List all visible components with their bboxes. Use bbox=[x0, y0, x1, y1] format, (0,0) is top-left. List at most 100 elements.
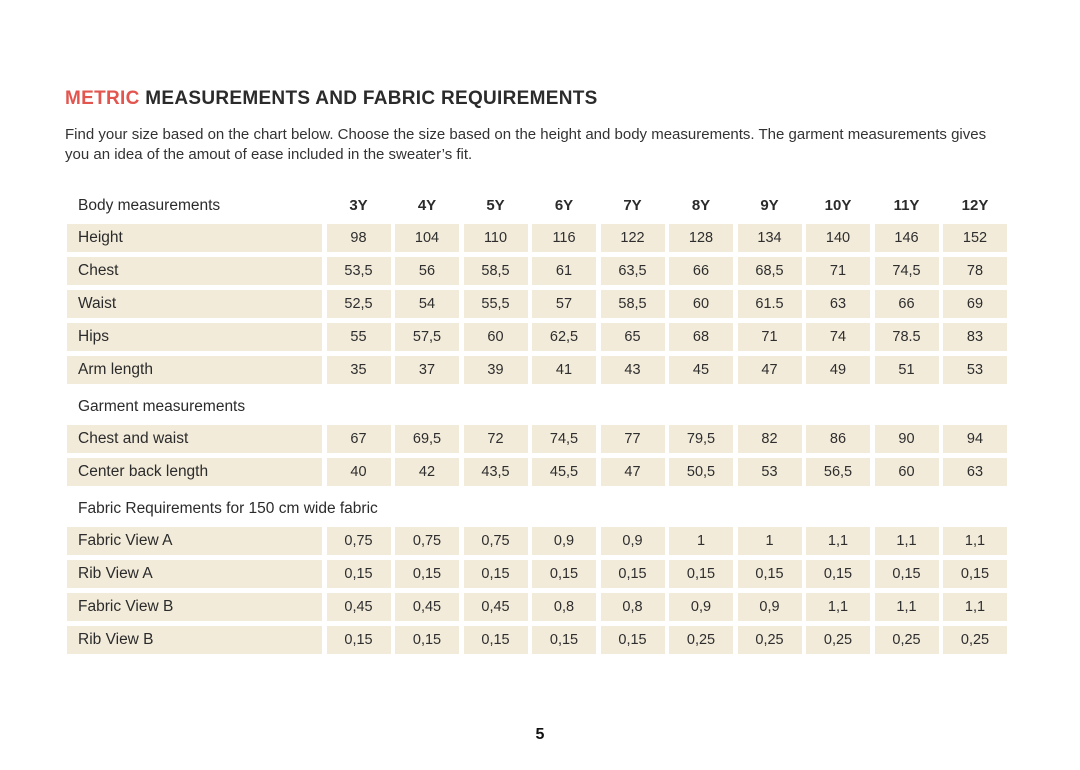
table-cell: 1,1 bbox=[874, 526, 939, 555]
table-cell: 53 bbox=[737, 457, 802, 486]
table-cell: 49 bbox=[806, 355, 870, 384]
table-cell: 47 bbox=[737, 355, 802, 384]
table-cell: 74,5 bbox=[532, 424, 596, 453]
table-cell: 0,15 bbox=[737, 559, 802, 588]
row-label: Fabric View A bbox=[67, 526, 322, 555]
table-cell: 98 bbox=[326, 223, 391, 252]
table-cell: 41 bbox=[532, 355, 596, 384]
table-cell: 0,9 bbox=[532, 526, 596, 555]
table-cell: 0,75 bbox=[395, 526, 459, 555]
table-cell: 0,15 bbox=[326, 625, 391, 654]
table-cell: 0,15 bbox=[463, 559, 528, 588]
table-cell: 68,5 bbox=[737, 256, 802, 285]
table-cell: 0,9 bbox=[600, 526, 665, 555]
table-cell: 1,1 bbox=[943, 592, 1007, 621]
table-cell: 0,15 bbox=[600, 559, 665, 588]
table-cell: 83 bbox=[943, 322, 1007, 351]
table-cell: 69 bbox=[943, 289, 1007, 318]
document-page: METRIC MEASUREMENTS AND FABRIC REQUIREME… bbox=[65, 88, 1013, 654]
row-label: Chest bbox=[67, 256, 322, 285]
row-label: Fabric View B bbox=[67, 592, 322, 621]
table-cell: 0,8 bbox=[600, 592, 665, 621]
table-cell: 61.5 bbox=[737, 289, 802, 318]
table-cell: 63 bbox=[943, 457, 1007, 486]
row-label: Hips bbox=[67, 322, 322, 351]
row-label: Chest and waist bbox=[67, 424, 322, 453]
table-cell: 57,5 bbox=[395, 322, 459, 351]
column-header: 6Y bbox=[554, 196, 574, 214]
table-cell: 128 bbox=[669, 223, 733, 252]
table-cell: 78 bbox=[943, 256, 1007, 285]
table-cell: 0,9 bbox=[737, 592, 802, 621]
row-label: Rib View A bbox=[67, 559, 322, 588]
table-cell: 86 bbox=[806, 424, 870, 453]
table-cell: 78.5 bbox=[874, 322, 939, 351]
row-label: Rib View B bbox=[67, 625, 322, 654]
table-cell: 74 bbox=[806, 322, 870, 351]
row-label: Height bbox=[67, 223, 322, 252]
table-cell: 60 bbox=[463, 322, 528, 351]
table-cell: 0,15 bbox=[943, 559, 1007, 588]
row-label: Center back length bbox=[67, 457, 322, 486]
title-highlight: METRIC bbox=[65, 88, 140, 109]
table-cell: 60 bbox=[669, 289, 733, 318]
intro-text: Find your size based on the chart below.… bbox=[65, 126, 987, 163]
table-cell: 0,15 bbox=[395, 559, 459, 588]
table-cell: 37 bbox=[395, 355, 459, 384]
table-cell: 79,5 bbox=[669, 424, 733, 453]
measurements-table: Body measurements 3Y 4Y 5Y 6Y 7Y 8Y 9Y 10Y 11Y 12Y… bbox=[67, 193, 1010, 654]
column-header: 8Y bbox=[691, 196, 711, 214]
table-cell: 0,15 bbox=[806, 559, 870, 588]
table-cell: 63 bbox=[806, 289, 870, 318]
table-cell: 67 bbox=[326, 424, 391, 453]
table-cell: 1,1 bbox=[806, 592, 870, 621]
table-cell: 43 bbox=[600, 355, 665, 384]
table-cell: 0,15 bbox=[669, 559, 733, 588]
table-cell: 146 bbox=[874, 223, 939, 252]
column-header: 9Y bbox=[760, 196, 779, 214]
table-cell: 0,25 bbox=[874, 625, 939, 654]
row-label: Arm length bbox=[67, 355, 322, 384]
column-header: 10Y bbox=[824, 196, 852, 214]
table-cell: 0,15 bbox=[395, 625, 459, 654]
table-cell: 104 bbox=[395, 223, 459, 252]
column-header: 12Y bbox=[961, 196, 989, 214]
table-cell: 35 bbox=[326, 355, 391, 384]
table-cell: 0,15 bbox=[874, 559, 939, 588]
table-cell: 42 bbox=[395, 457, 459, 486]
title-rest: MEASUREMENTS AND FABRIC REQUIREMENTS bbox=[139, 88, 598, 109]
column-header: 3Y bbox=[349, 196, 368, 214]
table-cell: 66 bbox=[874, 289, 939, 318]
table-cell: 60 bbox=[874, 457, 939, 486]
table-cell: 71 bbox=[737, 322, 802, 351]
column-header: 4Y bbox=[417, 196, 437, 214]
table-cell: 0,75 bbox=[463, 526, 528, 555]
section-header: Garment measurements bbox=[78, 397, 246, 415]
section-header: Fabric Requirements for 150 cm wide fabr… bbox=[78, 499, 378, 517]
table-cell: 57 bbox=[532, 289, 596, 318]
table-cell: 0,8 bbox=[532, 592, 596, 621]
table-cell: 0,25 bbox=[669, 625, 733, 654]
table-cell: 47 bbox=[600, 457, 665, 486]
table-cell: 110 bbox=[463, 223, 528, 252]
table-cell: 65 bbox=[600, 322, 665, 351]
table-cell: 0,15 bbox=[326, 559, 391, 588]
table-cell: 94 bbox=[943, 424, 1007, 453]
table-cell: 72 bbox=[463, 424, 528, 453]
table-cell: 61 bbox=[532, 256, 596, 285]
table-cell: 53 bbox=[943, 355, 1007, 384]
page-number: 5 bbox=[535, 726, 545, 743]
table-cell: 63,5 bbox=[600, 256, 665, 285]
table-cell: 1,1 bbox=[943, 526, 1007, 555]
table-cell: 54 bbox=[395, 289, 459, 318]
table-cell: 71 bbox=[806, 256, 870, 285]
table-cell: 0,45 bbox=[326, 592, 391, 621]
table-cell: 0,45 bbox=[463, 592, 528, 621]
table-cell: 0,15 bbox=[532, 559, 596, 588]
table-cell: 69,5 bbox=[395, 424, 459, 453]
table-cell: 56,5 bbox=[806, 457, 870, 486]
column-header: 11Y bbox=[893, 196, 920, 214]
column-header: 7Y bbox=[623, 196, 642, 214]
table-cell: 134 bbox=[737, 223, 802, 252]
table-cell: 0,9 bbox=[669, 592, 733, 621]
